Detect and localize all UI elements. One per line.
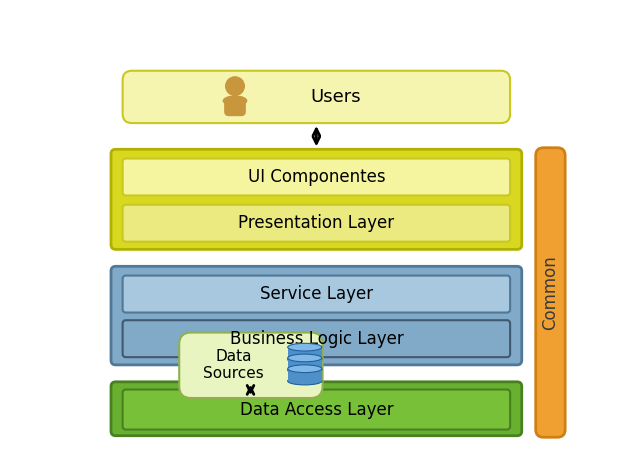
Circle shape — [226, 77, 244, 95]
Text: Data
Sources: Data Sources — [204, 349, 264, 382]
FancyBboxPatch shape — [224, 98, 246, 116]
Text: Presentation Layer: Presentation Layer — [238, 214, 394, 232]
Bar — [288, 347, 322, 359]
FancyBboxPatch shape — [111, 266, 522, 365]
Text: Business Logic Layer: Business Logic Layer — [230, 330, 403, 348]
Ellipse shape — [288, 343, 322, 351]
FancyBboxPatch shape — [123, 320, 510, 357]
Ellipse shape — [288, 354, 322, 362]
Text: Service Layer: Service Layer — [260, 285, 373, 303]
Bar — [288, 369, 322, 381]
FancyBboxPatch shape — [123, 390, 510, 429]
FancyBboxPatch shape — [123, 205, 510, 242]
FancyBboxPatch shape — [111, 382, 522, 436]
Bar — [288, 358, 322, 370]
FancyBboxPatch shape — [123, 275, 510, 312]
FancyBboxPatch shape — [179, 333, 323, 398]
Ellipse shape — [288, 356, 322, 364]
Text: Users: Users — [310, 88, 361, 106]
Ellipse shape — [223, 95, 248, 106]
Ellipse shape — [288, 365, 322, 373]
Text: Data Access Layer: Data Access Layer — [239, 401, 393, 419]
Ellipse shape — [288, 366, 322, 374]
Ellipse shape — [288, 377, 322, 385]
FancyBboxPatch shape — [111, 149, 522, 249]
FancyBboxPatch shape — [123, 158, 510, 195]
Text: UI Componentes: UI Componentes — [248, 168, 385, 186]
Text: Common: Common — [541, 255, 559, 330]
FancyBboxPatch shape — [123, 71, 510, 123]
FancyBboxPatch shape — [536, 148, 565, 437]
